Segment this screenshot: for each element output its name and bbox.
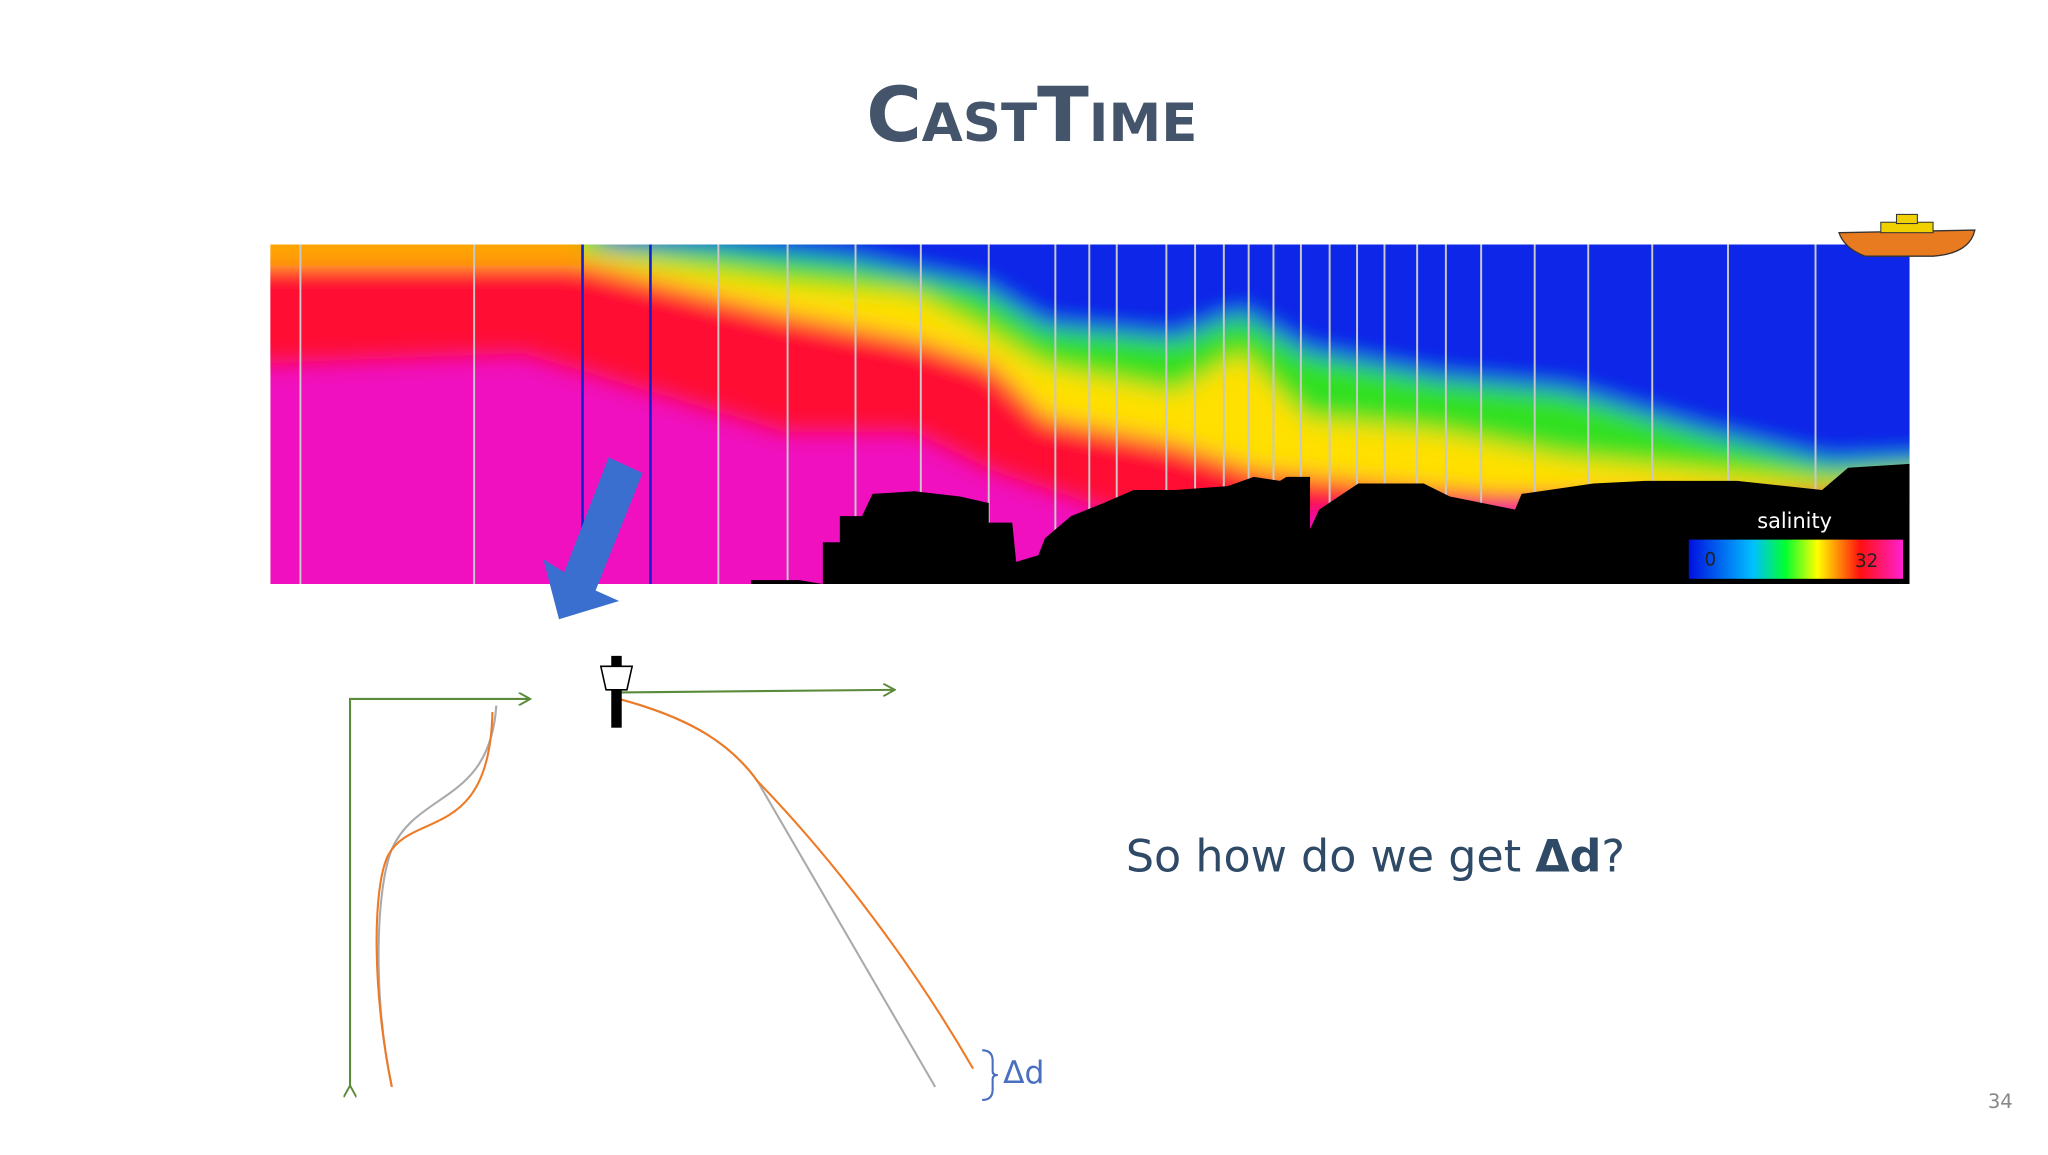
boat (1838, 213, 1976, 257)
question-text: So how do we get (1126, 831, 1535, 882)
salinity-section: 0 32 salinity (270, 244, 1910, 585)
legend-min: 0 (1704, 550, 1716, 571)
page-number: 34 (1988, 1090, 2013, 1113)
question-end: ? (1601, 831, 1625, 882)
question-bold: Δd (1535, 831, 1601, 882)
legend-title: salinity (1757, 509, 1832, 533)
arrow (543, 457, 643, 620)
question: So how do we get Δd? (1126, 831, 1625, 882)
title: CastTime (866, 71, 1197, 159)
legend-max: 32 (1855, 551, 1878, 572)
diagram (350, 655, 998, 1101)
delta-label: Δd (1003, 1055, 1044, 1091)
